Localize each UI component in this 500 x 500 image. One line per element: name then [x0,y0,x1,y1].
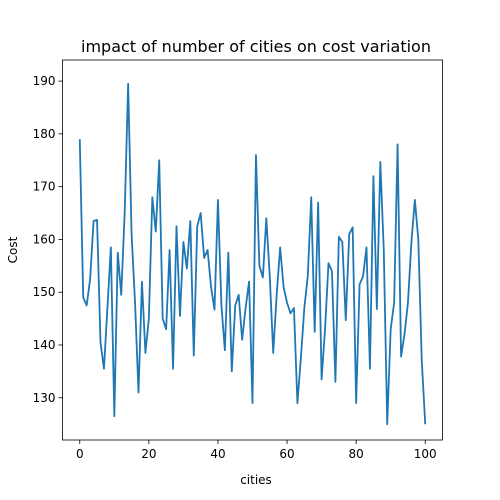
x-tick-label: 100 [414,447,437,461]
series-line-0 [78,82,427,426]
y-tick-label: 180 [33,127,56,141]
y-tick-label: 150 [33,285,56,299]
x-axis-label: cities [240,473,272,487]
plot-area [78,82,427,426]
x-tick-label: 40 [210,447,225,461]
y-tick-label: 140 [33,338,56,352]
x-tick-label: 60 [279,447,294,461]
x-tick-label: 0 [76,447,84,461]
axes-frame [62,59,443,441]
y-tick-label: 160 [33,232,56,246]
y-axis: 130 140 150 160 170 180 190 [33,74,63,405]
y-tick-label: 170 [33,180,56,194]
x-tick-label: 20 [141,447,156,461]
x-tick-label: 80 [348,447,363,461]
x-axis: 0 20 40 60 80 100 [76,440,437,461]
y-tick-label: 190 [33,74,56,88]
y-axis-label: Cost [6,236,20,263]
y-tick-label: 130 [33,391,56,405]
chart-title: impact of number of cities on cost varia… [81,37,431,56]
